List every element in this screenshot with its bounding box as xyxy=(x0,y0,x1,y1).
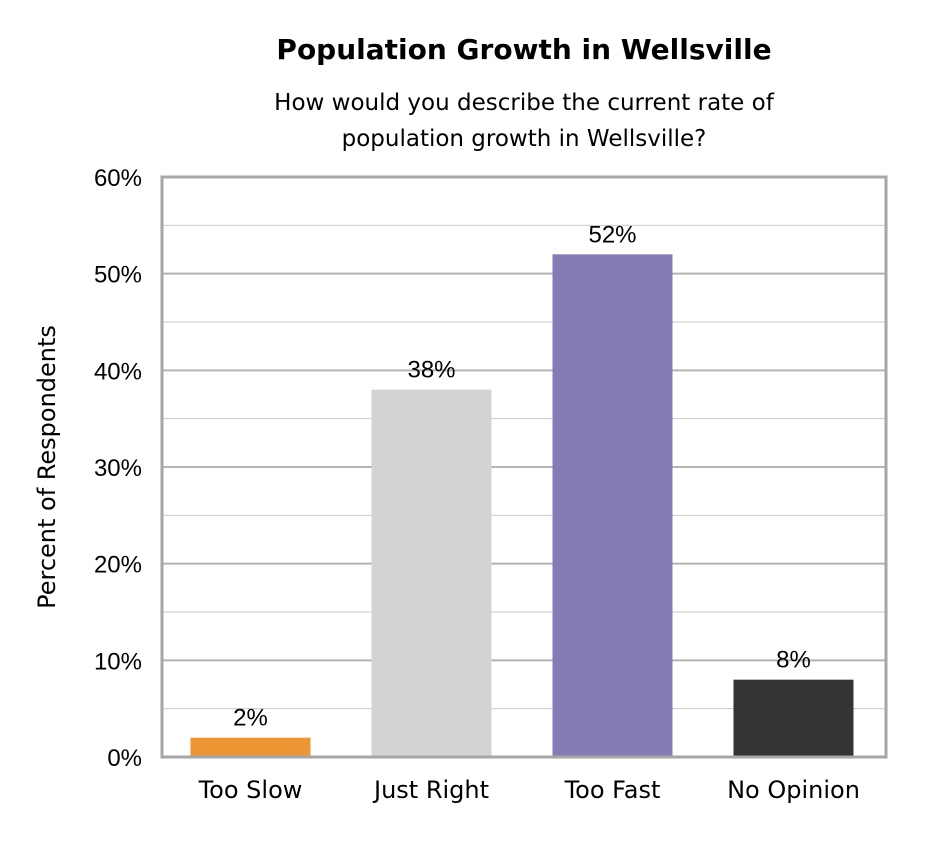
plot-area-border xyxy=(160,175,888,759)
y-axis-label: Percent of Respondents xyxy=(33,325,61,609)
data-label: 38% xyxy=(407,357,455,384)
data-label: 52% xyxy=(588,221,636,248)
chart-subtitle-line-2: population growth in Wellsville? xyxy=(342,126,707,152)
data-label: 2% xyxy=(233,705,268,732)
y-tick-label: 20% xyxy=(94,552,142,579)
chart-subtitle-line-1: How would you describe the current rate … xyxy=(274,90,775,116)
y-tick-label: 40% xyxy=(94,358,142,385)
x-category-label: No Opinion xyxy=(727,776,860,804)
y-tick-label: 10% xyxy=(94,648,142,675)
bar-too-slow xyxy=(190,737,311,757)
y-tick-label: 50% xyxy=(94,262,142,289)
bar-no-opinion xyxy=(733,679,854,757)
bar-too-fast xyxy=(552,254,673,758)
y-tick-label: 30% xyxy=(94,455,142,482)
x-category-label: Just Right xyxy=(372,776,489,804)
y-tick-label: 0% xyxy=(107,745,142,772)
x-category-label: Too Slow xyxy=(198,776,303,804)
x-category-label: Too Fast xyxy=(564,776,661,804)
chart-title: Population Growth in Wellsville xyxy=(276,33,771,66)
y-tick-label: 60% xyxy=(94,165,142,192)
bar-just-right xyxy=(371,389,492,757)
data-label: 8% xyxy=(776,647,811,674)
